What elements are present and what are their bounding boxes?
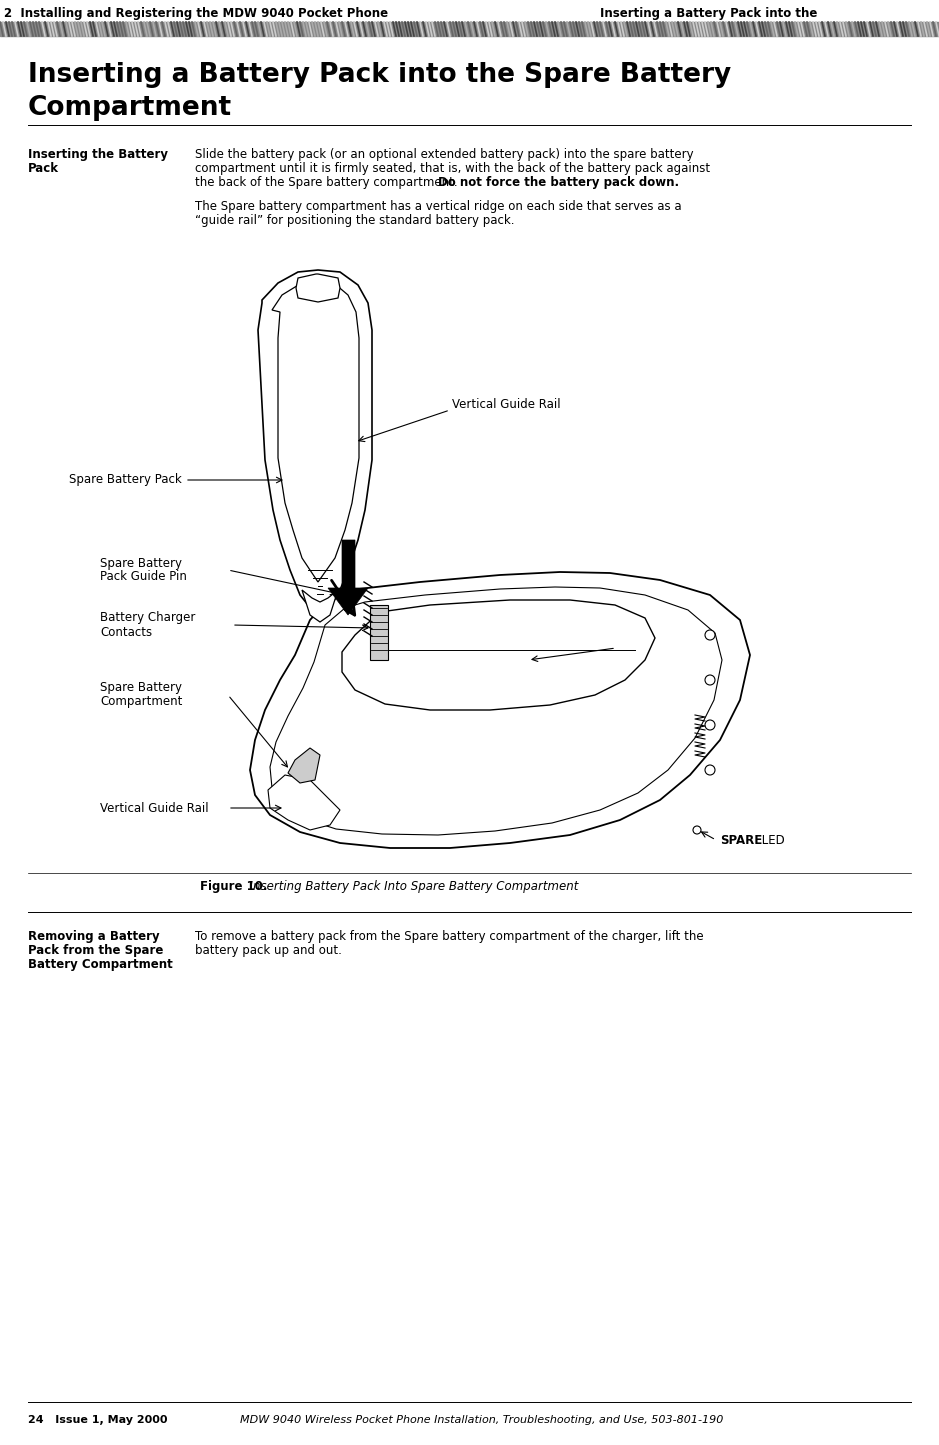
Circle shape [705,630,715,640]
Text: SPARE: SPARE [720,834,762,847]
Text: Vertical Guide Rail: Vertical Guide Rail [100,802,208,815]
Text: Vertical Guide Rail: Vertical Guide Rail [452,397,561,410]
Text: LED: LED [758,834,785,847]
Polygon shape [272,282,359,582]
Polygon shape [342,600,655,709]
Text: Spare Battery: Spare Battery [100,682,182,695]
Text: Do not force the battery pack down.: Do not force the battery pack down. [438,176,679,189]
Text: 24   Issue 1, May 2000: 24 Issue 1, May 2000 [28,1415,167,1425]
Circle shape [693,827,701,834]
Polygon shape [302,590,338,621]
Polygon shape [270,587,722,835]
Bar [0,22,939,36]
Polygon shape [258,270,372,620]
Text: Compartment: Compartment [28,95,232,121]
Text: The Spare battery compartment has a vertical ridge on each side that serves as a: The Spare battery compartment has a vert… [195,199,682,212]
Polygon shape [296,275,340,302]
Text: Battery Charger: Battery Charger [100,611,195,624]
Text: Spare Battery: Spare Battery [100,556,182,569]
Text: Handset Cradle: Handset Cradle [620,637,712,650]
Text: compartment until it is firmly seated, that is, with the back of the battery pac: compartment until it is firmly seated, t… [195,162,710,175]
Text: Contacts: Contacts [100,626,152,639]
Bar [370,605,388,660]
Text: To remove a battery pack from the Spare battery compartment of the charger, lift: To remove a battery pack from the Spare … [195,931,703,944]
Text: Inserting the Battery: Inserting the Battery [28,147,168,160]
Text: the back of the Spare battery compartment.: the back of the Spare battery compartmen… [195,176,461,189]
Text: Inserting Battery Pack Into Spare Battery Compartment: Inserting Battery Pack Into Spare Batter… [242,880,578,893]
Text: Compartment: Compartment [100,695,182,708]
Polygon shape [288,749,320,783]
Circle shape [705,720,715,730]
Text: 2  Installing and Registering the MDW 9040 Pocket Phone: 2 Installing and Registering the MDW 904… [4,7,388,20]
Text: Inserting a Battery Pack into the: Inserting a Battery Pack into the [600,7,817,20]
Text: Spare Battery Pack: Spare Battery Pack [69,474,182,487]
Circle shape [705,675,715,685]
Text: MDW 9040 Wireless Pocket Phone Installation, Troubleshooting, and Use, 503-801-1: MDW 9040 Wireless Pocket Phone Installat… [240,1415,723,1425]
Text: Pack from the Spare: Pack from the Spare [28,944,163,957]
Polygon shape [250,572,750,848]
Polygon shape [268,775,340,829]
Text: Slide the battery pack (or an optional extended battery pack) into the spare bat: Slide the battery pack (or an optional e… [195,147,694,160]
Text: “guide rail” for positioning the standard battery pack.: “guide rail” for positioning the standar… [195,214,515,227]
Circle shape [705,764,715,775]
Text: Battery Compartment: Battery Compartment [28,958,173,971]
Text: Figure 10.: Figure 10. [200,880,268,893]
Polygon shape [328,540,368,616]
Text: Pack: Pack [28,162,59,175]
Text: Inserting a Battery Pack into the Spare Battery: Inserting a Battery Pack into the Spare … [28,62,731,88]
Text: Removing a Battery: Removing a Battery [28,931,160,944]
Text: battery pack up and out.: battery pack up and out. [195,944,342,957]
Text: Pack Guide Pin: Pack Guide Pin [100,571,187,584]
